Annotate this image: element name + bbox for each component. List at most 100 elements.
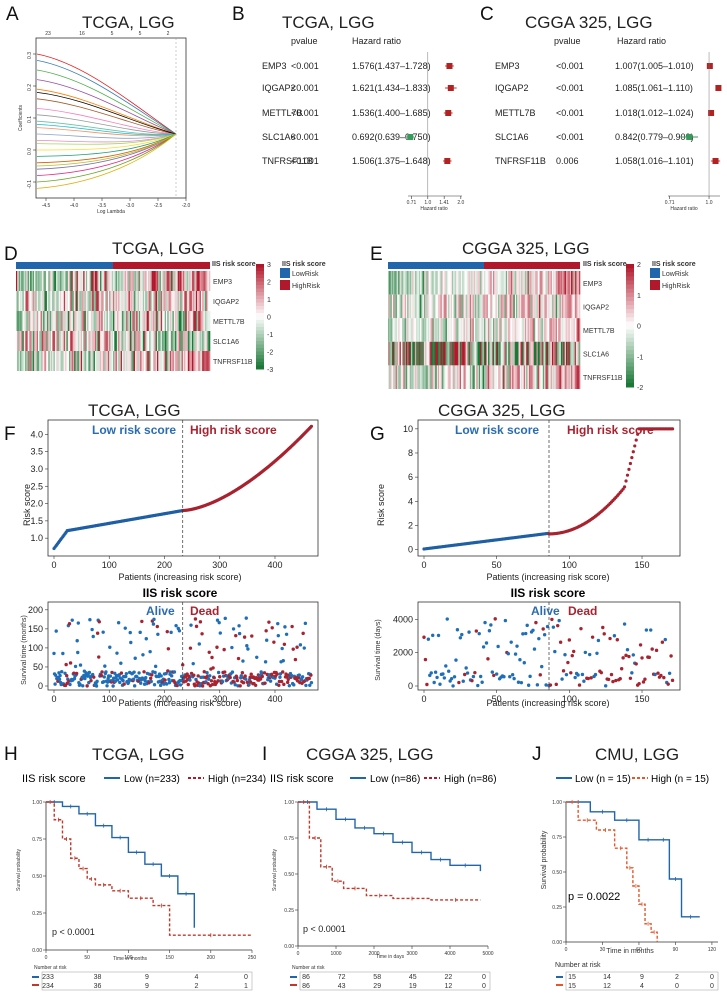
heatmap-cell	[102, 351, 105, 371]
heatmap-cell	[16, 271, 18, 291]
heatmap-cell	[53, 351, 56, 371]
survival-point	[115, 678, 120, 682]
heatmap-cell	[396, 318, 399, 342]
survival-point	[452, 675, 457, 679]
heatmap-cell	[403, 271, 405, 295]
heatmap-cell	[27, 331, 30, 351]
x-tick-label: -3.0	[126, 203, 135, 209]
gene-label: IQGAP2	[583, 304, 609, 311]
heatmap-cell	[441, 318, 444, 342]
panel-f-title: TCGA, LGG	[88, 401, 181, 420]
heatmap-cell	[481, 294, 484, 319]
heatmap-cell	[191, 271, 194, 291]
survival-point	[460, 632, 464, 637]
heatmap-cell	[567, 365, 569, 389]
heatmap-cell	[473, 365, 476, 389]
survival-point	[231, 627, 236, 631]
panel-d-bar-title: IIS risk score	[212, 261, 256, 268]
survival-point	[132, 684, 137, 688]
panel-d: D TCGA, LGG EMP3IQGAP2METTL7BSLC1A6TNFRS…	[4, 239, 326, 374]
heatmap-cell	[184, 311, 186, 331]
panel-c: C CGGA 325, LGG pvalue Hazard ratio EMP3…	[480, 4, 722, 212]
heatmap-cell	[508, 341, 510, 366]
heatmap-cell	[100, 351, 102, 371]
survival-point	[152, 617, 156, 622]
heatmap-cell	[439, 365, 441, 389]
heatmap-cell	[78, 331, 80, 351]
legend-swatch-high	[280, 280, 290, 290]
gene-label: TNFRSF11B	[495, 156, 546, 166]
panel-b-axis-label: Hazard ratio	[420, 206, 447, 212]
heatmap-cell	[537, 341, 540, 366]
heatmap-cell	[509, 365, 512, 389]
heatmap-cell	[200, 311, 203, 331]
survival-point	[553, 649, 557, 654]
heatmap-cell	[47, 351, 49, 371]
heatmap-cell	[446, 271, 449, 295]
heatmap-cell	[539, 341, 541, 366]
km-high-curve	[298, 801, 481, 901]
survival-point	[169, 674, 174, 678]
panel-label-a: A	[6, 4, 19, 25]
scale-tick: -2	[267, 350, 273, 357]
heatmap-cell	[572, 271, 574, 295]
panel-label-f: F	[4, 424, 16, 445]
heatmap-cell	[500, 318, 503, 342]
heatmap-cell	[56, 291, 58, 311]
heatmap-cell	[409, 365, 412, 389]
heatmap-cell	[574, 271, 577, 295]
heatmap-cell	[492, 294, 495, 319]
heatmap-cell	[75, 351, 78, 371]
panel-f-mid-title: IIS risk score	[143, 586, 218, 600]
survival-point	[116, 620, 121, 625]
heatmap-cell	[39, 291, 41, 311]
heatmap-cell	[416, 341, 418, 366]
heatmap-cell	[191, 331, 194, 351]
heatmap-cell	[417, 294, 420, 319]
survival-point	[95, 679, 99, 684]
survival-point	[169, 630, 173, 635]
heatmap-cell	[132, 351, 134, 371]
heatmap-cell	[138, 311, 141, 331]
heatmap-cell	[151, 271, 154, 291]
y-tick-label: 0	[38, 681, 43, 691]
heatmap-cell	[17, 331, 19, 351]
heatmap-cell	[532, 294, 535, 319]
survival-point	[206, 677, 211, 681]
heatmap-cell	[486, 365, 489, 389]
heatmap-cell	[480, 271, 482, 295]
heatmap-cell	[49, 271, 52, 291]
heatmap-cell	[394, 294, 396, 319]
panel-b-title: TCGA, LGG	[282, 13, 375, 32]
heatmap-cell	[186, 271, 189, 291]
survival-point	[490, 670, 495, 674]
heatmap-cell	[118, 311, 120, 331]
heatmap-cell	[490, 318, 492, 342]
coefficient-path	[36, 98, 177, 135]
scale-cell	[626, 321, 634, 326]
heatmap-cell	[446, 294, 449, 319]
heatmap-cell	[189, 331, 191, 351]
survival-point	[586, 676, 590, 681]
heatmap-cell	[518, 341, 521, 366]
heatmap-cell	[413, 294, 416, 319]
axis-tick-label: 2.0	[457, 200, 464, 206]
heatmap-cell	[434, 271, 436, 295]
survival-point	[473, 670, 477, 675]
panel-h-legend-title: IIS risk score	[22, 773, 86, 785]
heatmap-cell	[510, 318, 513, 342]
heatmap-cell	[71, 271, 74, 291]
survival-point	[307, 676, 311, 681]
heatmap-cell	[52, 351, 54, 371]
heatmap-cell	[54, 271, 57, 291]
heatmap-cell	[430, 318, 432, 342]
heatmap-cell	[185, 311, 188, 331]
heatmap-cell	[407, 365, 409, 389]
heatmap-cell	[518, 271, 521, 295]
heatmap-cell	[464, 365, 467, 389]
survival-point	[656, 671, 660, 675]
heatmap-cell	[98, 331, 101, 351]
heatmap-cell	[501, 294, 504, 319]
heatmap-cell	[530, 271, 532, 295]
heatmap-cell	[532, 365, 535, 389]
